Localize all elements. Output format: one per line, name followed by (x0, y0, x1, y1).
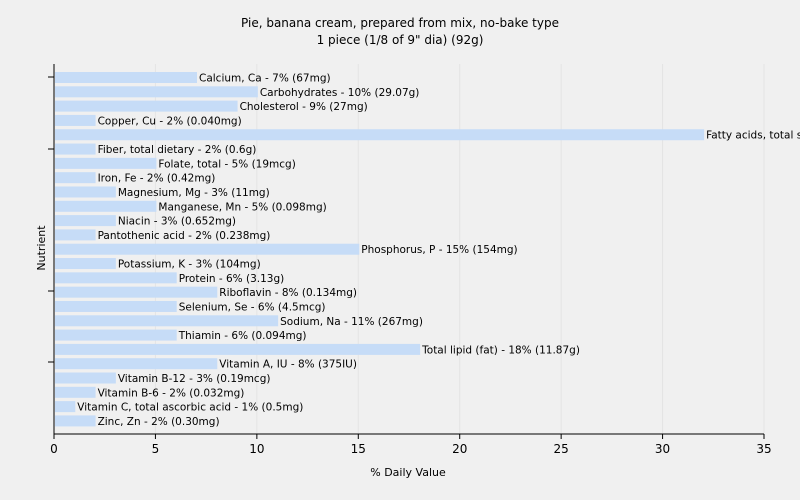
bar-label-24: Zinc, Zn - 2% (0.30mg) (98, 416, 220, 428)
bar-0 (55, 72, 197, 83)
bar-6 (55, 157, 157, 169)
bar-24 (55, 415, 96, 427)
bar-label-21: Vitamin B-12 - 3% (0.19mcg) (118, 373, 271, 385)
chart-title: Pie, banana cream, prepared from mix, no… (241, 16, 559, 30)
bar-11 (55, 229, 96, 241)
bar-label-14: Protein - 6% (3.13g) (179, 273, 285, 285)
x-tick-label-3: 15 (351, 442, 366, 456)
bar-label-19: Total lipid (fat) - 18% (11.87g) (421, 344, 580, 356)
x-tick-label-4: 20 (452, 442, 467, 456)
bar-21 (55, 372, 116, 384)
bars: Calcium, Ca - 7% (67mg) Carbohydrates - 1… (55, 72, 800, 428)
bar-label-20: Vitamin A, IU - 8% (375IU) (219, 359, 357, 371)
bar-15 (55, 286, 218, 298)
bar-13 (55, 258, 116, 270)
bar-1 (55, 86, 258, 98)
bar-label-15: Riboflavin - 8% (0.134mg) (219, 287, 357, 299)
bar-label-22: Vitamin B-6 - 2% (0.032mg) (98, 387, 245, 399)
bar-12 (55, 243, 360, 255)
x-axis-label: % Daily Value (370, 466, 446, 479)
bar-10 (55, 215, 116, 227)
bar-2 (55, 100, 238, 112)
x-ticks: 0 5 10 15 20 25 30 35 (50, 434, 772, 456)
x-tick-label-7: 35 (756, 442, 771, 456)
bar-label-12: Phosphorus, P - 15% (154mg) (361, 244, 517, 256)
axes (48, 64, 764, 435)
x-tick-label-5: 25 (554, 442, 569, 456)
bar-label-2: Cholesterol - 9% (27mg) (240, 101, 368, 113)
bar-label-13: Potassium, K - 3% (104mg) (118, 259, 261, 271)
bar-4 (55, 129, 705, 141)
bar-label-7: Iron, Fe - 2% (0.42mg) (98, 173, 216, 185)
bar-20 (55, 358, 218, 370)
bar-label-17: Sodium, Na - 11% (267mg) (280, 316, 423, 328)
bar-label-16: Selenium, Se - 6% (4.5mcg) (179, 301, 326, 313)
bar-7 (55, 172, 96, 184)
bar-label-11: Pantothenic acid - 2% (0.238mg) (98, 230, 271, 242)
bar-16 (55, 300, 177, 312)
x-tick-label-6: 30 (655, 442, 670, 456)
bar-8 (55, 186, 116, 198)
bar-label-10: Niacin - 3% (0.652mg) (118, 216, 236, 228)
bar-22 (55, 386, 96, 398)
bar-23 (55, 401, 76, 413)
bar-label-1: Carbohydrates - 10% (29.07g) (260, 87, 420, 99)
bar-label-23: Vitamin C, total ascorbic acid - 1% (0.5… (77, 402, 303, 414)
bar-19 (55, 343, 421, 355)
bar-9 (55, 200, 157, 212)
y-axis-label: Nutrient (35, 225, 48, 271)
x-tick-label-1: 5 (152, 442, 160, 456)
bar-label-6: Folate, total - 5% (19mcg) (158, 158, 295, 170)
bar-label-0: Calcium, Ca - 7% (67mg) (199, 73, 331, 85)
bar-3 (55, 114, 96, 126)
bar-label-3: Copper, Cu - 2% (0.040mg) (98, 115, 242, 127)
bar-5 (55, 143, 96, 155)
bar-label-9: Manganese, Mn - 5% (0.098mg) (158, 201, 326, 213)
bar-18 (55, 329, 177, 341)
bar-label-4: Fatty acids, total saturated - 32% (6.35… (706, 130, 800, 142)
bar-label-5: Fiber, total dietary - 2% (0.6g) (98, 144, 257, 156)
bar-label-18: Thiamin - 6% (0.094mg) (178, 330, 307, 342)
bar-14 (55, 272, 177, 284)
chart-subtitle: 1 piece (1/8 of 9" dia) (92g) (317, 33, 484, 47)
bar-17 (55, 315, 279, 327)
bar-label-8: Magnesium, Mg - 3% (11mg) (118, 187, 270, 199)
x-tick-label-2: 10 (249, 442, 264, 456)
x-tick-label-0: 0 (50, 442, 58, 456)
